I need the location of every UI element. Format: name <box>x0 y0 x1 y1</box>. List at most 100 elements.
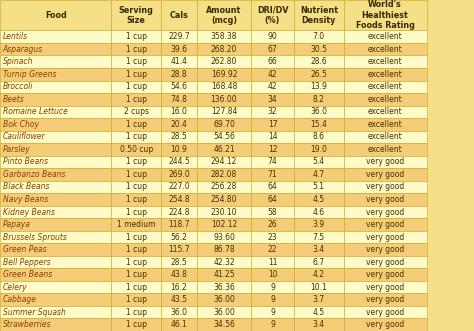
Bar <box>251 231 294 243</box>
Text: 224.8: 224.8 <box>168 208 190 216</box>
Text: 69.70: 69.70 <box>213 120 235 129</box>
Text: 102.12: 102.12 <box>211 220 237 229</box>
Text: 1 cup: 1 cup <box>126 120 147 129</box>
Bar <box>344 218 427 231</box>
Bar <box>197 281 251 294</box>
Bar <box>344 318 427 331</box>
Text: Brussels Sprouts: Brussels Sprouts <box>3 233 67 242</box>
Text: very good: very good <box>366 245 404 254</box>
Text: 3.4: 3.4 <box>313 320 325 329</box>
Text: 244.5: 244.5 <box>168 158 190 166</box>
Bar <box>344 118 427 131</box>
Text: 1 cup: 1 cup <box>126 245 147 254</box>
Bar <box>161 256 197 268</box>
Bar <box>294 168 344 181</box>
Text: 28.8: 28.8 <box>171 70 187 79</box>
Text: excellent: excellent <box>368 107 402 117</box>
Text: 43.8: 43.8 <box>171 270 187 279</box>
Text: 1 cup: 1 cup <box>126 283 147 292</box>
Bar <box>197 56 251 68</box>
Text: 56.2: 56.2 <box>171 233 187 242</box>
Text: 1 cup: 1 cup <box>126 308 147 317</box>
Bar <box>251 143 294 156</box>
Bar <box>344 243 427 256</box>
Bar <box>251 131 294 143</box>
Bar <box>251 256 294 268</box>
Text: 74.8: 74.8 <box>171 95 187 104</box>
Text: 22: 22 <box>268 245 277 254</box>
Text: 4.2: 4.2 <box>313 270 325 279</box>
Text: 58: 58 <box>268 208 277 216</box>
Bar <box>111 143 161 156</box>
Text: 36.0: 36.0 <box>310 107 327 117</box>
Text: Green Beans: Green Beans <box>3 270 52 279</box>
Bar <box>251 193 294 206</box>
Bar <box>251 181 294 193</box>
Text: Cals: Cals <box>170 11 188 20</box>
Text: Strawberries: Strawberries <box>3 320 52 329</box>
Text: 10: 10 <box>268 270 277 279</box>
Bar <box>0 231 111 243</box>
Text: 36.0: 36.0 <box>171 308 187 317</box>
Text: 42.32: 42.32 <box>213 258 235 267</box>
Text: 1 cup: 1 cup <box>126 132 147 141</box>
Bar <box>344 106 427 118</box>
Text: 115.7: 115.7 <box>168 245 190 254</box>
Text: 12: 12 <box>268 145 277 154</box>
Bar <box>0 306 111 318</box>
Text: 262.80: 262.80 <box>211 57 237 66</box>
Bar <box>111 193 161 206</box>
Text: 3.7: 3.7 <box>313 295 325 304</box>
Text: 1 cup: 1 cup <box>126 45 147 54</box>
Text: 1 cup: 1 cup <box>126 208 147 216</box>
Bar <box>197 118 251 131</box>
Text: 1 cup: 1 cup <box>126 320 147 329</box>
Bar <box>197 193 251 206</box>
Bar <box>0 206 111 218</box>
Bar <box>111 0 161 30</box>
Bar <box>294 256 344 268</box>
Bar <box>161 281 197 294</box>
Bar <box>197 0 251 30</box>
Text: 28.5: 28.5 <box>171 258 187 267</box>
Text: Spinach: Spinach <box>3 57 33 66</box>
Bar <box>197 143 251 156</box>
Text: 42: 42 <box>268 82 277 91</box>
Text: 118.7: 118.7 <box>168 220 190 229</box>
Bar <box>294 156 344 168</box>
Text: excellent: excellent <box>368 70 402 79</box>
Bar <box>111 256 161 268</box>
Bar <box>251 68 294 80</box>
Text: 268.20: 268.20 <box>211 45 237 54</box>
Bar <box>294 143 344 156</box>
Text: 1 cup: 1 cup <box>126 258 147 267</box>
Bar <box>251 80 294 93</box>
Bar <box>0 268 111 281</box>
Text: Kidney Beans: Kidney Beans <box>3 208 55 216</box>
Text: very good: very good <box>366 258 404 267</box>
Text: 4.7: 4.7 <box>313 170 325 179</box>
Bar <box>0 318 111 331</box>
Bar <box>294 293 344 306</box>
Text: 9: 9 <box>270 308 275 317</box>
Text: 34.56: 34.56 <box>213 320 235 329</box>
Text: 8.2: 8.2 <box>313 95 325 104</box>
Bar <box>197 30 251 43</box>
Bar <box>161 293 197 306</box>
Bar <box>251 206 294 218</box>
Text: 1 cup: 1 cup <box>126 170 147 179</box>
Bar <box>251 168 294 181</box>
Text: 28.6: 28.6 <box>310 57 327 66</box>
Text: 5.1: 5.1 <box>313 182 325 192</box>
Bar <box>0 218 111 231</box>
Bar <box>197 106 251 118</box>
Bar <box>294 206 344 218</box>
Bar <box>0 43 111 56</box>
Text: excellent: excellent <box>368 32 402 41</box>
Text: 34: 34 <box>268 95 277 104</box>
Bar <box>0 168 111 181</box>
Bar <box>111 206 161 218</box>
Bar <box>344 80 427 93</box>
Text: 256.28: 256.28 <box>211 182 237 192</box>
Bar <box>111 318 161 331</box>
